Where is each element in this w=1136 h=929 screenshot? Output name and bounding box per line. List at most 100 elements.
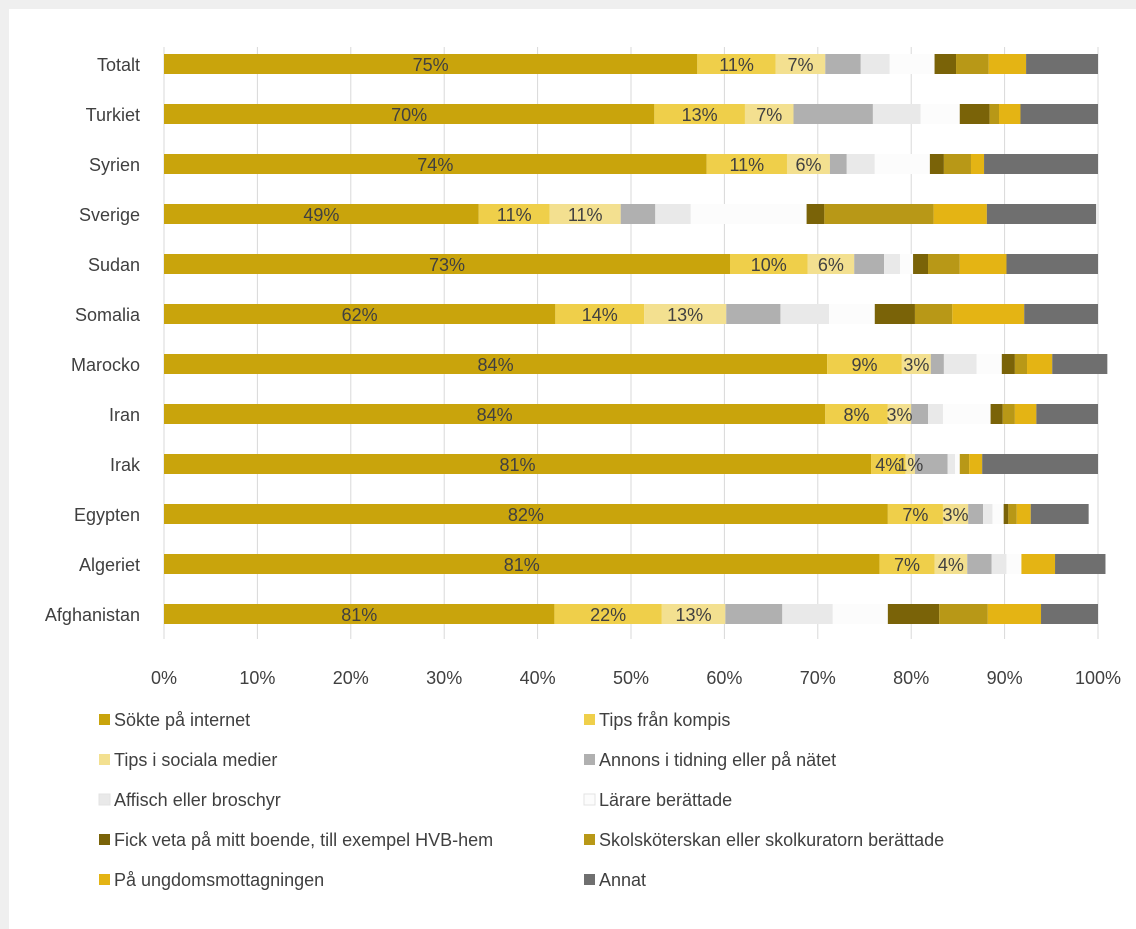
bar-segment-sverige-tips-fran-kompis	[478, 204, 550, 224]
bar-segment-iran-larare-berattade	[942, 404, 991, 424]
bar-segment-algeriet-annons-i-tidning-eller-pa-natet	[967, 554, 992, 574]
bar-segment-somalia-annons-i-tidning-eller-pa-natet	[726, 304, 781, 324]
data-label-marocko-tips-i-sociala-medier: 3%	[903, 355, 929, 375]
bar-segment-syrien-sokte-pa-internet	[164, 154, 707, 174]
bar-segment-turkiet-sokte-pa-internet	[164, 104, 655, 124]
data-label-iran-tips-i-sociala-medier: 3%	[887, 405, 913, 425]
bar-segment-sudan-larare-berattade	[899, 254, 914, 274]
data-label-afghanistan-sokte-pa-internet: 81%	[341, 605, 377, 625]
bar-segment-irak-affisch-eller-broschyr	[947, 454, 956, 474]
bar-segment-irak-tips-fran-kompis	[871, 454, 906, 474]
bar-segment-sverige-larare-berattade	[690, 204, 807, 224]
bar-segment-syrien-larare-berattade	[874, 154, 930, 174]
bar-segment-egypten-pa-ungdomsmottagningen	[1016, 504, 1031, 524]
legend-label-tips-i-sociala-medier: Tips i sociala medier	[114, 750, 277, 770]
data-label-sverige-tips-i-sociala-medier: 11%	[568, 205, 603, 225]
legend-swatch-tips-fran-kompis	[584, 714, 595, 725]
data-label-somalia-tips-i-sociala-medier: 13%	[667, 305, 703, 325]
bar-segment-turkiet-annat	[1020, 104, 1098, 124]
category-label-algeriet: Algeriet	[79, 555, 140, 575]
bar-segment-somalia-pa-ungdomsmottagningen	[952, 304, 1025, 324]
bar-segment-totalt-larare-berattade	[889, 54, 935, 74]
data-label-somalia-sokte-pa-internet: 62%	[342, 305, 378, 325]
bar-segment-syrien-pa-ungdomsmottagningen	[970, 154, 985, 174]
bar-segment-turkiet-fick-veta-pa-mitt-boende-till-exempel-hvb-hem	[959, 104, 990, 124]
bar-segment-sverige-sokte-pa-internet	[164, 204, 479, 224]
data-label-turkiet-sokte-pa-internet: 70%	[391, 105, 427, 125]
bar-segment-afghanistan-fick-veta-pa-mitt-boende-till-exempel-hvb-hem	[887, 604, 940, 624]
bar-segment-sverige-fick-veta-pa-mitt-boende-till-exempel-hvb-hem	[806, 204, 825, 224]
data-label-totalt-sokte-pa-internet: 75%	[413, 55, 449, 75]
bar-segment-iran-annons-i-tidning-eller-pa-natet	[911, 404, 929, 424]
legend-swatch-annons-i-tidning-eller-pa-natet	[584, 754, 595, 765]
bar-segment-afghanistan-affisch-eller-broschyr	[782, 604, 833, 624]
bar-segment-marocko-sokte-pa-internet	[164, 354, 828, 374]
bar-segment-algeriet-pa-ungdomsmottagningen	[1021, 554, 1056, 574]
bar-segment-marocko-fick-veta-pa-mitt-boende-till-exempel-hvb-hem	[1001, 354, 1015, 374]
bar-segment-syrien-affisch-eller-broschyr	[846, 154, 875, 174]
data-label-afghanistan-tips-i-sociala-medier: 13%	[676, 605, 712, 625]
bar-segment-turkiet-skolskoterskan-eller-skolkuratorn-berattade	[989, 104, 999, 124]
legend-label-affisch-eller-broschyr: Affisch eller broschyr	[114, 790, 281, 810]
data-label-sudan-tips-fran-kompis: 10%	[751, 255, 787, 275]
bar-segment-sverige-annons-i-tidning-eller-pa-natet	[620, 204, 656, 224]
bar-segment-egypten-sokte-pa-internet	[164, 504, 888, 524]
legend-swatch-fick-veta-pa-mitt-boende-till-exempel-hvb-hem	[99, 834, 110, 845]
bar-segment-somalia-annat	[1024, 304, 1098, 324]
data-label-egypten-tips-fran-kompis: 7%	[902, 505, 928, 525]
bar-segment-totalt-sokte-pa-internet	[164, 54, 698, 74]
bar-segment-marocko-larare-berattade	[976, 354, 1002, 374]
data-label-turkiet-tips-fran-kompis: 13%	[682, 105, 718, 125]
data-label-sudan-tips-i-sociala-medier: 6%	[818, 255, 844, 275]
data-label-afghanistan-tips-fran-kompis: 22%	[590, 605, 626, 625]
bar-segment-marocko-affisch-eller-broschyr	[943, 354, 977, 374]
chart-frame: 75% 11% 7% 70% 13% 7% 74% 11% 6% 49% 11% 11% 73% 10% 6…	[9, 9, 1136, 929]
x-tick-label: 10%	[239, 668, 275, 688]
data-label-egypten-sokte-pa-internet: 82%	[508, 505, 544, 525]
data-label-algeriet-sokte-pa-internet: 81%	[504, 555, 540, 575]
bar-segment-turkiet-larare-berattade	[920, 104, 960, 124]
bar-segment-afghanistan-tips-fran-kompis	[554, 604, 662, 624]
bar-segment-turkiet-tips-i-sociala-medier	[744, 104, 794, 124]
category-label-somalia: Somalia	[75, 305, 141, 325]
bar-segment-marocko-skolskoterskan-eller-skolkuratorn-berattade	[1014, 354, 1028, 374]
x-tick-label: 40%	[520, 668, 556, 688]
bar-segment-sverige-pa-ungdomsmottagningen	[933, 204, 987, 224]
category-label-turkiet: Turkiet	[86, 105, 140, 125]
data-label-sverige-sokte-pa-internet: 49%	[303, 205, 339, 225]
legend-swatch-pa-ungdomsmottagningen	[99, 874, 110, 885]
legend-label-pa-ungdomsmottagningen: På ungdomsmottagningen	[114, 870, 324, 890]
bar-segment-irak-annons-i-tidning-eller-pa-natet	[914, 454, 948, 474]
bar-segment-egypten-annat	[1030, 504, 1089, 524]
data-label-iran-tips-fran-kompis: 8%	[844, 405, 870, 425]
bar-segment-turkiet-annons-i-tidning-eller-pa-natet	[793, 104, 873, 124]
bar-segment-marocko-annons-i-tidning-eller-pa-natet	[930, 354, 944, 374]
x-tick-label: 70%	[800, 668, 836, 688]
x-tick-label: 20%	[333, 668, 369, 688]
bar-segment-afghanistan-tips-i-sociala-medier	[661, 604, 726, 624]
x-tick-label: 60%	[706, 668, 742, 688]
bar-segment-marocko-pa-ungdomsmottagningen	[1027, 354, 1053, 374]
bar-segment-sudan-sokte-pa-internet	[164, 254, 731, 274]
bar-segment-afghanistan-annat	[1041, 604, 1098, 624]
bar-segment-sudan-annat	[1006, 254, 1098, 274]
category-label-totalt: Totalt	[97, 55, 140, 75]
data-label-algeriet-tips-fran-kompis: 7%	[894, 555, 920, 575]
bar-segment-afghanistan-skolskoterskan-eller-skolkuratorn-berattade	[939, 604, 988, 624]
legend-label-annons-i-tidning-eller-pa-natet: Annons i tidning eller på nätet	[599, 750, 836, 770]
bar-segment-somalia-larare-berattade	[829, 304, 875, 324]
bar-segment-sudan-affisch-eller-broschyr	[884, 254, 900, 274]
bar-segment-turkiet-tips-fran-kompis	[654, 104, 745, 124]
data-label-syrien-sokte-pa-internet: 74%	[417, 155, 453, 175]
x-tick-label: 0%	[151, 668, 177, 688]
bar-segment-turkiet-affisch-eller-broschyr	[872, 104, 921, 124]
bar-segment-irak-tips-i-sociala-medier	[905, 454, 915, 474]
category-label-afghanistan: Afghanistan	[45, 605, 140, 625]
bar-segment-totalt-affisch-eller-broschyr	[860, 54, 890, 74]
bar-segment-iran-pa-ungdomsmottagningen	[1014, 404, 1037, 424]
data-label-syrien-tips-i-sociala-medier: 6%	[795, 155, 821, 175]
bar-segment-sverige-annat	[986, 204, 1097, 224]
data-label-egypten-tips-i-sociala-medier: 3%	[943, 505, 969, 525]
bar-segment-marocko-annat	[1052, 354, 1108, 374]
data-label-turkiet-tips-i-sociala-medier: 7%	[756, 105, 782, 125]
